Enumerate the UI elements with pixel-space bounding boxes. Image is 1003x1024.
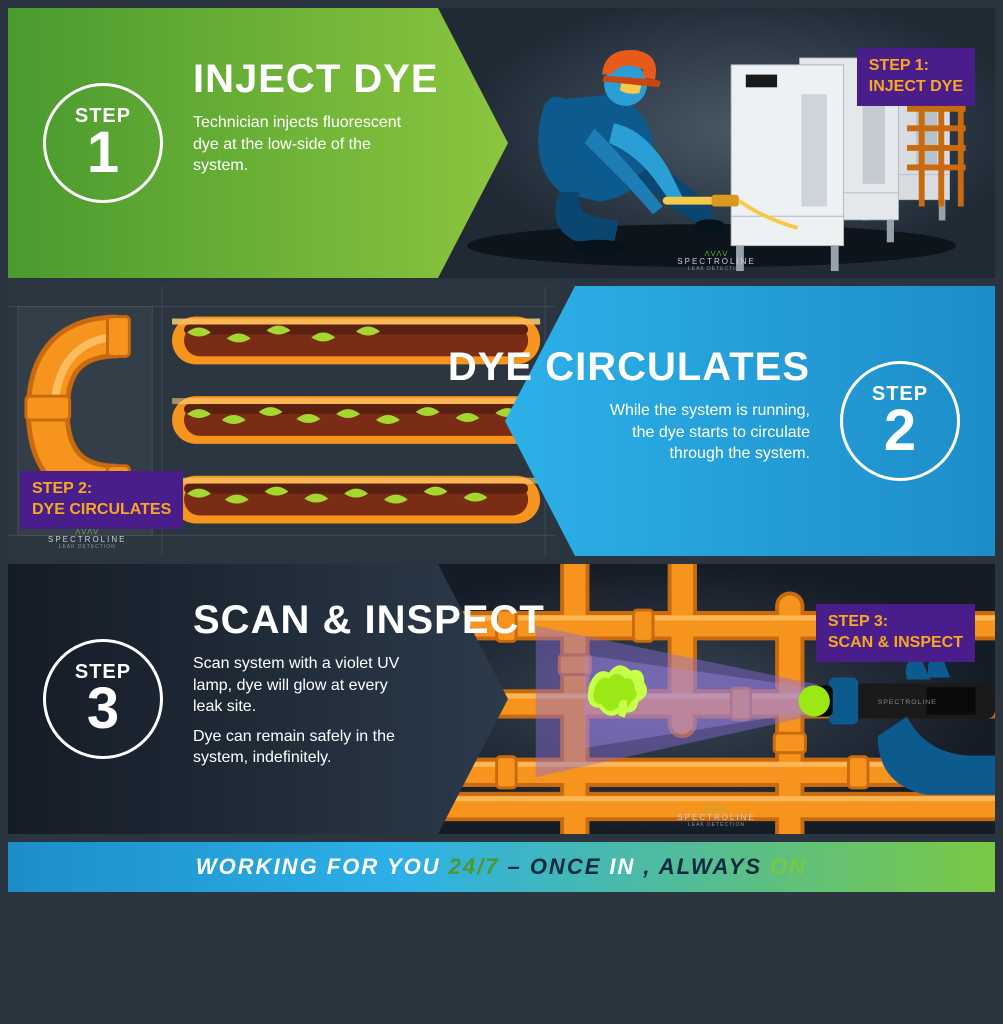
step-2-text: DYE CIRCULATES While the system is runni…: [448, 346, 810, 465]
step-number: 1: [87, 124, 119, 182]
footer-t1: WORKING FOR YOU: [196, 854, 441, 880]
step-3-desc2: Dye can remain safely in the system, ind…: [193, 726, 413, 769]
step-1-text: INJECT DYE Technician injects fluorescen…: [193, 58, 439, 177]
step-2-circle: STEP 2: [840, 361, 960, 481]
tag-step-2: STEP 2: DYE CIRCULATES: [20, 471, 183, 529]
footer-t2: 24/7: [449, 854, 500, 880]
panel-step-2: SPECTROLINE STEP 2 DYE CIRCULATES While …: [8, 286, 995, 556]
tag-line-2: DYE CIRCULATES: [32, 500, 171, 521]
footer-banner: WORKING FOR YOU 24/7 – ONCE IN , ALWAYS …: [8, 842, 995, 892]
infographic-container: SPECTROLINE STEP 1 INJECT DYE Technician…: [0, 0, 1003, 900]
brand-mark-2: SPECTROLINE: [48, 528, 126, 550]
footer-t3: – ONCE: [507, 854, 601, 880]
svg-text:SPECTROLINE: SPECTROLINE: [878, 699, 937, 706]
step-3-title: SCAN & INSPECT: [193, 599, 545, 641]
tag-line-1: STEP 3:: [828, 612, 963, 633]
step-1-title: INJECT DYE: [193, 58, 439, 100]
footer-t6: ON: [770, 854, 807, 880]
step-1-desc: Technician injects fluorescent dye at th…: [193, 112, 413, 177]
step-number: 3: [87, 680, 119, 738]
tag-step-1: STEP 1: INJECT DYE: [857, 48, 975, 106]
panel-step-3: SPECTROLINE SPECTROLINE STEP 3 SCAN & IN…: [8, 564, 995, 834]
footer-t4: IN: [609, 854, 635, 880]
tag-line-2: INJECT DYE: [869, 77, 963, 98]
step-number: 2: [884, 402, 916, 460]
step-3-desc: Scan system with a violet UV lamp, dye w…: [193, 653, 413, 718]
brand-mark-3: SPECTROLINE: [677, 806, 755, 828]
brand-mark-1: SPECTROLINE: [677, 250, 755, 272]
footer-t5: , ALWAYS: [643, 854, 762, 880]
step-3-text: SCAN & INSPECT Scan system with a violet…: [193, 599, 545, 769]
step-2-desc: While the system is running, the dye sta…: [590, 400, 810, 465]
tag-step-3: STEP 3: SCAN & INSPECT: [816, 604, 975, 662]
step-2-title: DYE CIRCULATES: [448, 346, 810, 388]
tag-line-1: STEP 2:: [32, 479, 171, 500]
panel-step-1: SPECTROLINE STEP 1 INJECT DYE Technician…: [8, 8, 995, 278]
tag-line-2: SCAN & INSPECT: [828, 633, 963, 654]
step-1-circle: STEP 1: [43, 83, 163, 203]
step-3-circle: STEP 3: [43, 639, 163, 759]
tag-line-1: STEP 1:: [869, 56, 963, 77]
